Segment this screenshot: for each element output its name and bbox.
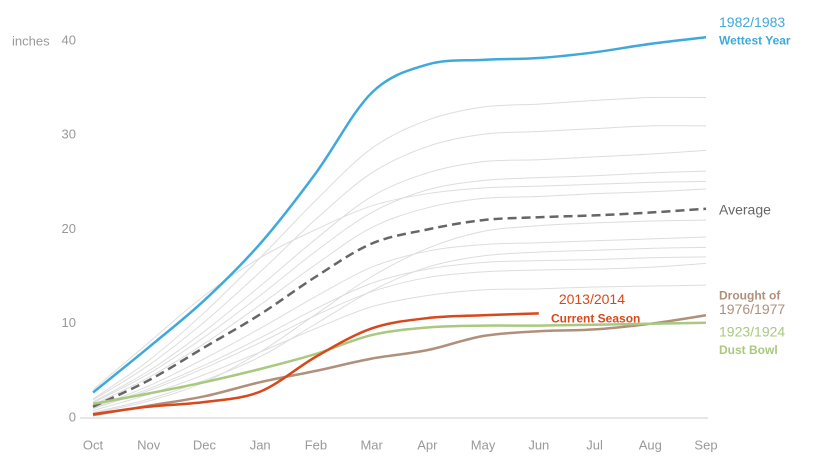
background-line [92,188,707,406]
series-line [92,314,707,417]
background-line [92,125,707,401]
x-tick-label: Nov [137,437,161,452]
x-tick-label: Apr [417,437,438,452]
background-line [92,236,707,409]
series-label: 1923/1924 [719,324,785,340]
x-tick-label: Dec [193,437,217,452]
y-tick-label: 10 [62,315,76,330]
x-tick-label: May [471,437,496,452]
x-tick-label: Mar [360,437,383,452]
series-note: Drought of [719,288,781,302]
series-label: 1982/1983 [719,14,785,30]
background-line [92,170,707,404]
y-tick-label: 40 [62,32,76,47]
x-tick-label: Oct [83,437,104,452]
series-label: 2013/2014 [559,291,625,307]
series-label: Average [719,201,771,217]
x-tick-label: Jun [528,437,549,452]
x-tick-label: Jul [586,437,603,452]
background-line [92,256,707,410]
x-tick-label: Jan [250,437,271,452]
series-line [92,35,707,394]
series-note: Current Season [551,312,640,326]
background-line [92,284,707,411]
series-label: 1976/1977 [719,301,785,317]
y-axis-label: inches [12,33,50,48]
x-tick-label: Feb [305,437,327,452]
y-tick-label: 20 [62,221,76,236]
y-tick-label: 0 [69,409,76,424]
background-line [92,180,707,391]
series-note: Wettest Year [719,33,791,47]
series-line [92,312,539,416]
series-line [92,207,707,408]
background-line [92,96,707,400]
x-tick-label: Sep [694,437,717,452]
series-line [92,321,707,406]
x-tick-label: Aug [639,437,662,452]
y-tick-label: 30 [62,127,76,142]
background-line [92,149,707,403]
background-line [92,246,707,413]
series-note: Dust Bowl [719,343,778,357]
background-line [92,262,707,410]
